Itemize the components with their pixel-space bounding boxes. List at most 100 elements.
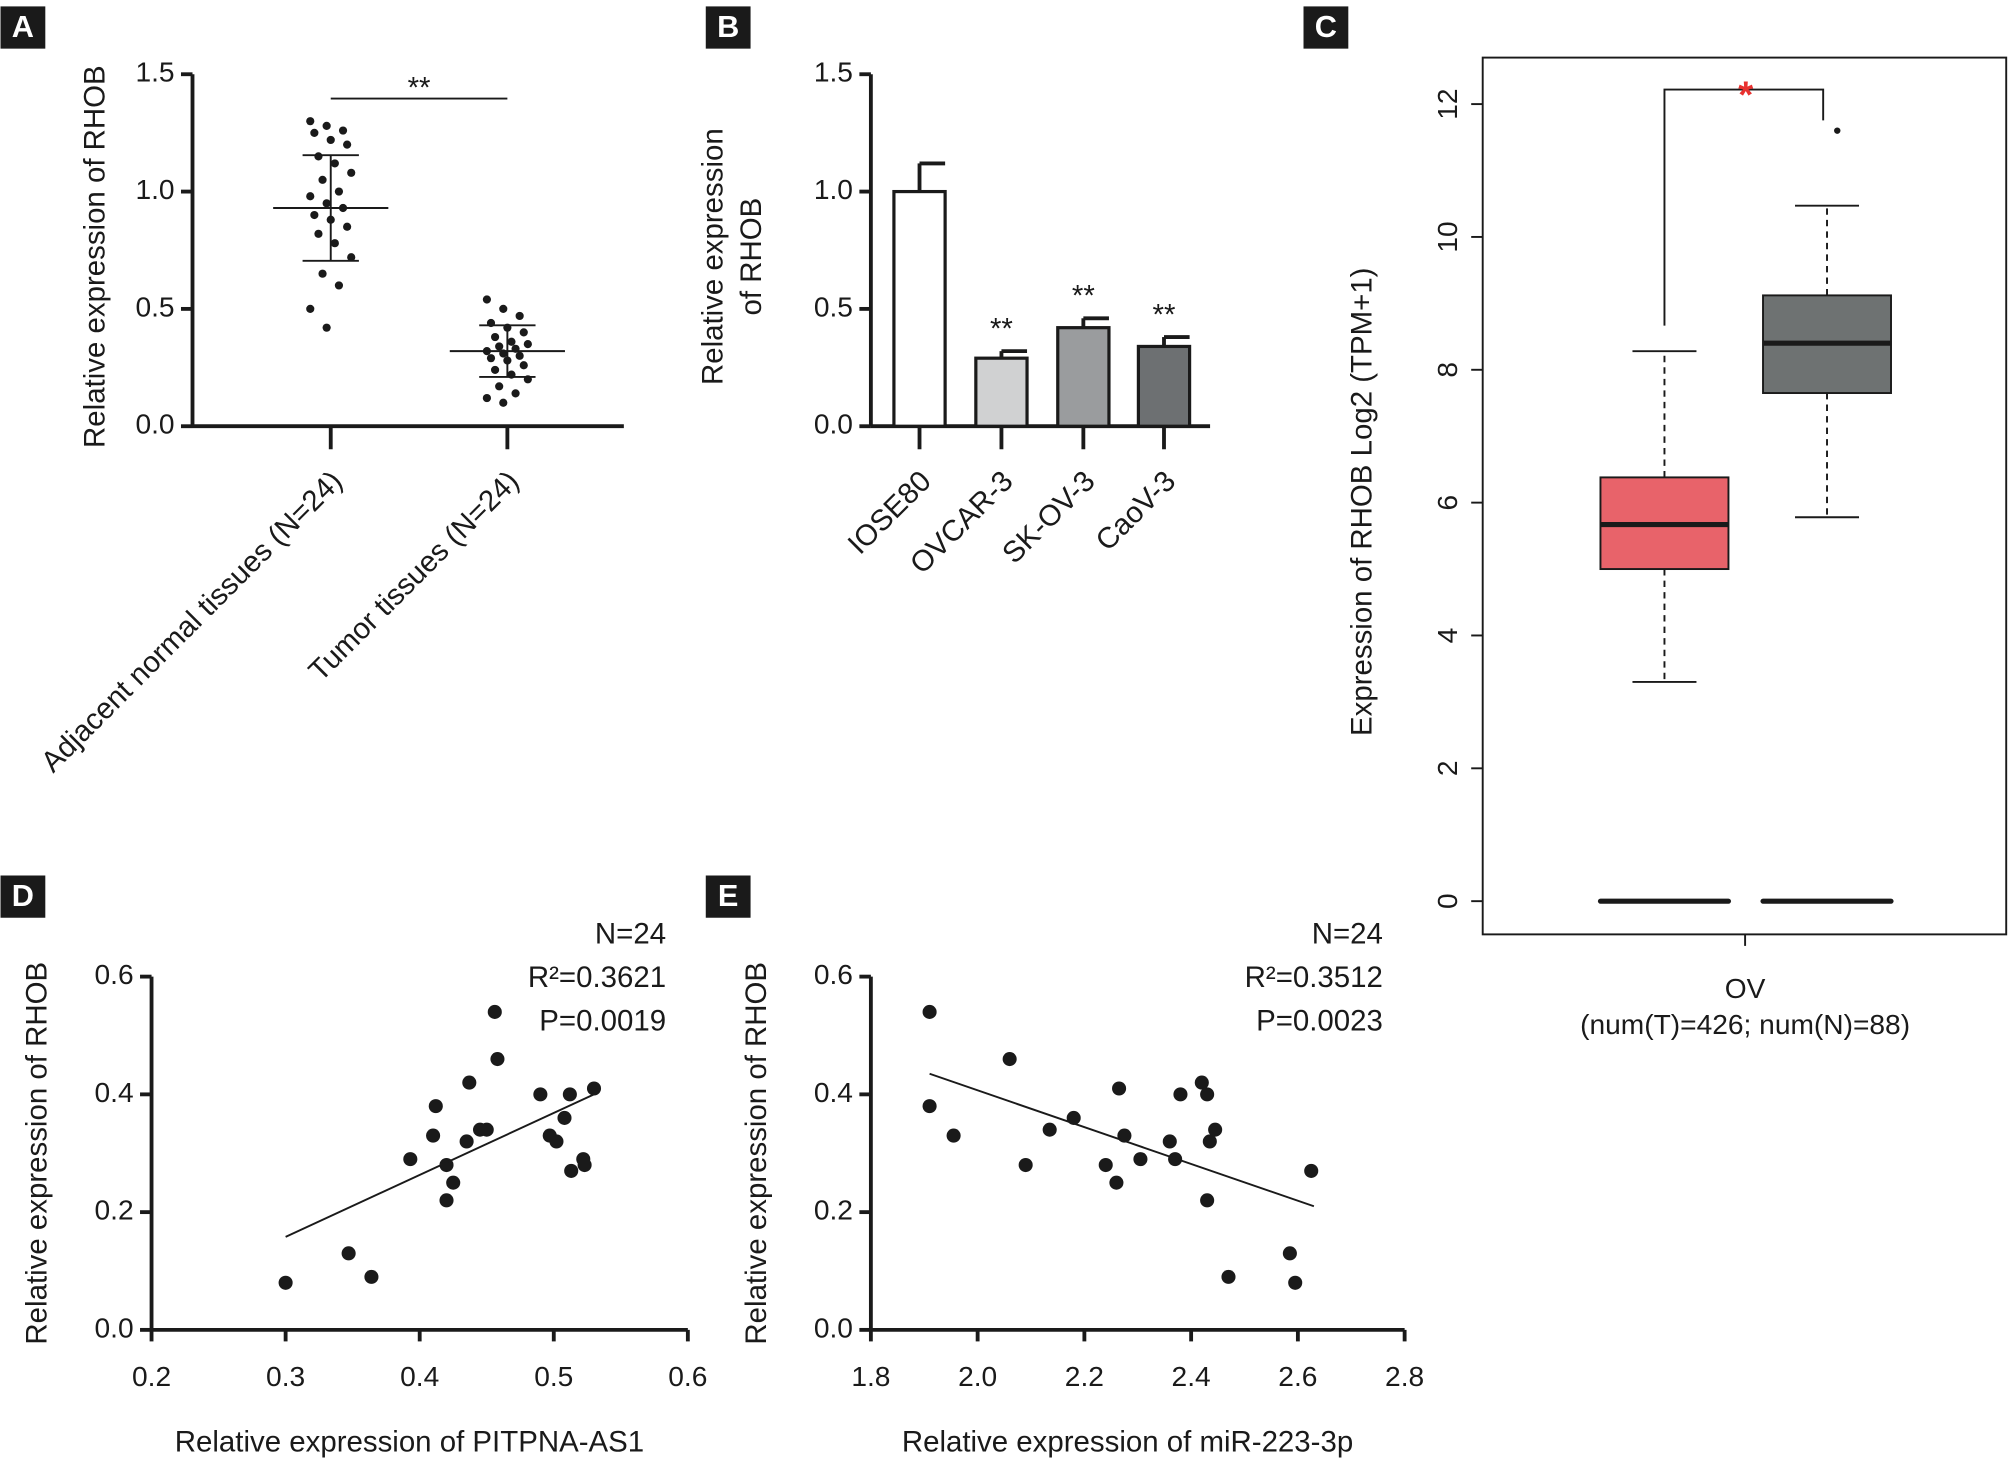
data-point (1162, 1134, 1177, 1149)
data-point (403, 1152, 418, 1167)
data-point (334, 187, 344, 196)
data-point (310, 128, 319, 137)
data-point (519, 328, 528, 337)
data-point (495, 382, 504, 391)
significance-bracket (1663, 88, 1825, 326)
panel-label-box (0, 875, 46, 918)
x-tick-label: CaoV-3 (1089, 465, 1182, 558)
x-axis-label: OV (1725, 973, 1766, 1004)
data-point (318, 175, 327, 184)
data-point (533, 1087, 548, 1102)
y-axis-label: Expression of RHOB Log2 (TPM+1) (1345, 268, 1378, 736)
data-point (1018, 1157, 1033, 1173)
panel-label-box (705, 875, 751, 918)
data-point (330, 159, 339, 168)
data-point (523, 340, 532, 349)
data-point (490, 332, 500, 342)
data-point (322, 121, 331, 130)
data-point (462, 1075, 477, 1090)
y-tick-label: 0 (1432, 893, 1463, 909)
y-axis-label: of RHOB (735, 198, 768, 316)
y-axis-label: Relative expression (697, 128, 730, 385)
panel-label-box (1303, 6, 1349, 49)
data-point (1002, 1052, 1017, 1067)
stat-label: N=24 (1312, 917, 1383, 950)
data-point (330, 239, 339, 248)
data-point (338, 126, 348, 135)
x-axis-label: Relative expression of miR-223-3p (902, 1426, 1353, 1459)
data-point (482, 295, 491, 304)
data-point (482, 393, 491, 403)
data-point (306, 117, 315, 126)
x-axis-subtitle: (num(T)=426; num(N)=88) (1580, 1009, 1910, 1040)
data-point (562, 1087, 577, 1102)
data-point (557, 1110, 572, 1125)
x-tick-label: 2.4 (1172, 1361, 1211, 1392)
significance-label: * (1738, 73, 1753, 116)
x-tick-label: 2.2 (1065, 1361, 1104, 1392)
data-point (490, 365, 500, 375)
y-tick-label: 0.6 (814, 959, 853, 990)
panel-label: B (717, 9, 739, 44)
y-axis-label: Relative expression of RHOB (21, 962, 54, 1345)
bar (1056, 326, 1111, 428)
data-point (428, 1099, 443, 1114)
y-tick-label: 12 (1432, 88, 1463, 119)
x-tick-label: 2.0 (958, 1361, 997, 1392)
data-point (479, 1122, 494, 1137)
bar (1136, 344, 1192, 428)
data-point (310, 210, 319, 220)
x-tick-label: 0.4 (400, 1361, 439, 1392)
x-tick-label: 1.8 (851, 1361, 890, 1392)
data-point (341, 1246, 356, 1261)
data-point (519, 361, 528, 370)
data-point (1288, 1275, 1303, 1290)
data-point (1208, 1122, 1223, 1137)
data-point (334, 281, 344, 290)
panel-label: E (718, 878, 738, 913)
data-point (1098, 1157, 1113, 1173)
y-tick-label: 0.0 (94, 1312, 133, 1343)
data-point (922, 1099, 937, 1114)
regression-line (285, 1093, 595, 1238)
x-tick-label: 2.6 (1278, 1361, 1317, 1392)
data-point (326, 135, 335, 145)
data-point (1304, 1163, 1319, 1178)
data-point (1200, 1193, 1215, 1208)
y-tick-label: 0.4 (94, 1077, 133, 1108)
data-point (1133, 1152, 1148, 1167)
x-tick-label: 0.6 (668, 1361, 707, 1392)
y-tick-label: 0.2 (814, 1195, 853, 1226)
data-point (426, 1128, 441, 1143)
significance-label: ** (990, 312, 1013, 345)
data-point (515, 311, 524, 321)
x-axis-label: Relative expression of PITPNA-AS1 (175, 1426, 644, 1459)
y-tick-label: 0.0 (814, 1312, 853, 1343)
y-tick-label: 0.6 (94, 959, 133, 990)
data-point (343, 140, 352, 149)
x-tick-label: 0.2 (132, 1361, 171, 1392)
data-point (314, 229, 323, 238)
x-tick-label: 2.8 (1385, 1361, 1424, 1392)
data-point (922, 1004, 937, 1019)
y-tick-label: 0.0 (814, 409, 853, 440)
data-point (306, 192, 315, 201)
significance-label: ** (1072, 280, 1095, 313)
y-tick-label: 1.5 (814, 57, 853, 88)
data-point (439, 1193, 454, 1208)
data-point (446, 1175, 461, 1190)
data-point (499, 398, 508, 407)
data-point (586, 1081, 602, 1096)
data-point (1109, 1175, 1124, 1190)
panel-label-box (705, 6, 751, 49)
panel-label-box (0, 6, 46, 49)
data-point (499, 304, 508, 313)
y-tick-label: 0.5 (135, 291, 174, 322)
y-tick-label: 0.2 (94, 1195, 133, 1226)
stat-label: P=0.0023 (1256, 1004, 1383, 1037)
y-tick-label: 0.0 (135, 409, 174, 440)
data-point (486, 354, 496, 363)
y-tick-label: 0.5 (814, 291, 853, 322)
data-point (487, 1004, 502, 1019)
stat-label: R²=0.3512 (1245, 961, 1383, 994)
